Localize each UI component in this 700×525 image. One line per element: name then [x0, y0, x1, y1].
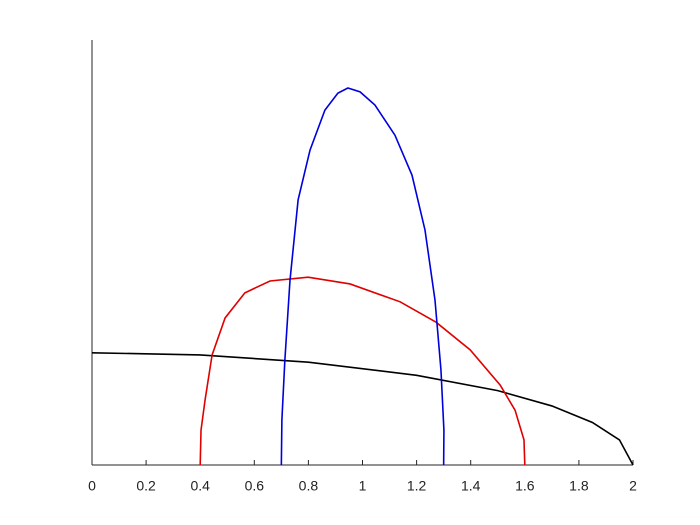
- x-tick-label: 2: [629, 478, 637, 494]
- x-tick-label: 1.2: [407, 478, 427, 494]
- x-tick-label: 1.4: [461, 478, 481, 494]
- x-tick-label: 0.4: [190, 478, 210, 494]
- x-tick-label: 1.6: [515, 478, 535, 494]
- x-tick-label: 1.8: [569, 478, 589, 494]
- x-tick-label: 0.8: [299, 478, 319, 494]
- curve: [199, 276, 526, 466]
- x-tick-label: 0: [88, 478, 96, 494]
- x-tick-label: 0.2: [136, 478, 156, 494]
- curve: [280, 87, 445, 466]
- x-tick-label: 1: [359, 478, 367, 494]
- x-tick-label: 0.6: [245, 478, 265, 494]
- curve: [91, 352, 634, 466]
